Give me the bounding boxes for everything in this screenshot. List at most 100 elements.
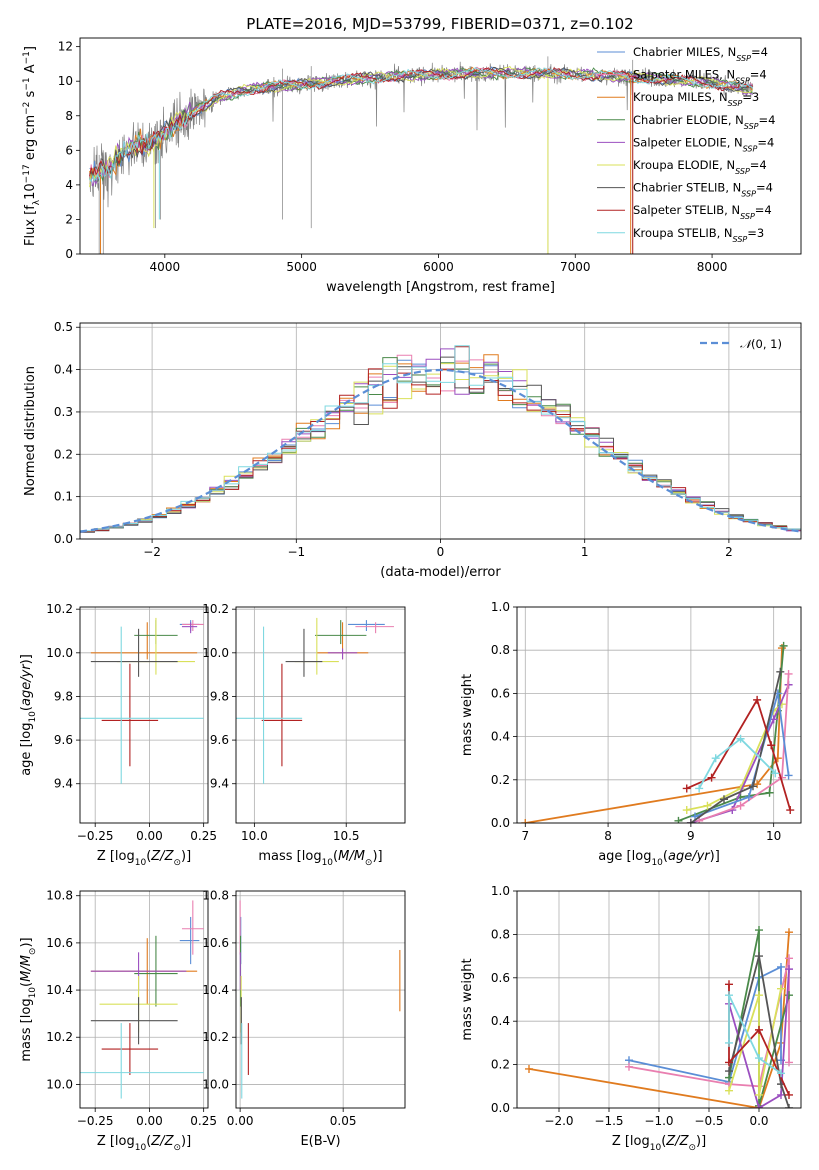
y-tick-label: 0.8	[491, 927, 510, 941]
label-fragment: SSP	[733, 234, 748, 243]
y-tick-label: 0.3	[54, 405, 73, 419]
y-tick-label: 0.0	[491, 816, 510, 830]
label-fragment: mass weight	[460, 674, 475, 756]
y-tick-label: 10.6	[46, 936, 73, 950]
point-chabrier_stelib	[90, 997, 178, 1045]
weight-marker	[777, 962, 785, 971]
weight-marker	[755, 991, 763, 1000]
weight-line-chabrier_stelib	[728, 955, 790, 1108]
weight-marker	[777, 984, 785, 993]
y-tick-label: 0.4	[491, 730, 510, 744]
weight-marker	[755, 1090, 763, 1099]
plot-area	[80, 900, 204, 1099]
axes-frame	[79, 37, 802, 255]
x-tick-label: 7000	[560, 260, 591, 274]
weight-marker	[765, 788, 774, 797]
x-tick-label: −1.5	[594, 1114, 623, 1128]
label-fragment: −1	[22, 77, 32, 90]
weight-marker	[785, 954, 793, 963]
x-tick-label: 2	[725, 545, 733, 559]
weight-marker	[725, 980, 733, 989]
y-tick-label: 10.8	[202, 889, 229, 903]
label-fragment: )]	[696, 1134, 706, 1149]
y-tick-label: 9.6	[210, 733, 229, 747]
y-tick-label: 0.4	[54, 363, 73, 377]
y-tick-label: 10.4	[202, 983, 229, 997]
weight-marker	[725, 1086, 733, 1095]
weight-marker	[776, 667, 785, 676]
plot-area	[521, 641, 795, 823]
x-tick-label: −0.25	[77, 829, 114, 843]
x-tick-label: 9	[687, 829, 695, 843]
y-tick-label: 10.2	[46, 602, 73, 616]
x-tick-label: 0.0	[749, 1114, 768, 1128]
x-tick-label: −0.5	[694, 1114, 723, 1128]
label-fragment: age/yr	[19, 663, 34, 706]
y-tick-label: 6	[65, 143, 73, 157]
label-fragment: )]	[181, 849, 191, 864]
label-fragment: ⊙	[688, 1143, 696, 1153]
y-axis-label: age [log10(age/yr)]	[19, 654, 38, 776]
label-fragment: Z/Z	[150, 849, 174, 864]
legend-label: Chabrier MILES, NSSP=4	[633, 45, 768, 63]
label-fragment: =4	[757, 135, 774, 149]
label-fragment: Z [log	[97, 1134, 135, 1149]
weight-marker	[711, 754, 720, 763]
label-fragment: M/M	[19, 955, 34, 982]
weight-line-kroupa_elodie	[728, 988, 782, 1096]
weight-marker	[703, 801, 712, 810]
y-tick-label: 1.0	[491, 600, 510, 614]
label-fragment: Kroupa MILES, N	[633, 90, 728, 104]
weight-marker	[771, 769, 780, 778]
weight-marker	[753, 780, 762, 789]
point-salpeter_elodie	[181, 622, 198, 634]
label-fragment: Z/Z	[665, 1134, 689, 1149]
x-tick-label: 8	[604, 829, 612, 843]
weight-marker	[753, 695, 762, 704]
weight-line-salpeter_miles	[698, 673, 790, 822]
label-fragment: (	[661, 1134, 666, 1149]
label-fragment: )]	[19, 937, 34, 947]
weight-marker	[725, 1067, 733, 1076]
figure-title: PLATE=2016, MJD=53799, FIBERID=0371, z=0…	[246, 15, 633, 33]
x-tick-label: 0	[437, 545, 445, 559]
x-tick-label: −1	[287, 545, 305, 559]
y-tick-label: 0.6	[491, 686, 510, 700]
normal-curve	[80, 368, 801, 533]
point-salpeter_stelib	[101, 1023, 159, 1075]
weight-marker	[755, 1054, 763, 1063]
spectrum-legend: Chabrier MILES, NSSP=4 Salpeter MILES, NS…	[597, 45, 775, 243]
weight-line-kroupa_miles	[528, 932, 790, 1108]
y-tick-label: 10.0	[202, 646, 229, 660]
point-salpeter_miles	[355, 622, 394, 634]
y-tick-label: 0.2	[491, 1058, 510, 1072]
x-tick-label: 6000	[423, 260, 454, 274]
label-fragment: (	[146, 849, 151, 864]
plot-area	[239, 900, 401, 1099]
weight-marker	[785, 1104, 793, 1108]
label-fragment: )]	[19, 654, 34, 664]
label-fragment: Kroupa ELODIE, N	[633, 158, 735, 172]
x-tick-label: 5000	[286, 260, 317, 274]
legend-label: Salpeter MILES, NSSP=4	[633, 68, 767, 86]
label-fragment: (	[333, 849, 338, 864]
y-tick-label: 9.6	[54, 733, 73, 747]
label-fragment: erg cm	[23, 115, 38, 164]
weight-marker	[674, 816, 683, 823]
point-chabrier_stelib	[90, 628, 178, 677]
label-fragment: (	[663, 849, 668, 864]
point-salpeter_miles	[181, 620, 204, 631]
y-tick-label: 10	[58, 74, 73, 88]
y-tick-label: 10.2	[202, 602, 229, 616]
weight-marker	[725, 1038, 733, 1047]
label-fragment: Chabrier STELIB, N	[633, 181, 741, 195]
point-salpeter_elodie	[327, 648, 358, 660]
label-fragment: λ	[32, 199, 42, 205]
y-tick-label: 10.8	[46, 889, 73, 903]
panel-residuals: −2 −1 0 1 2 0.0 0.1 0.2 0.3 0.4 0.5 (data-model)/er…	[23, 320, 802, 580]
point-kroupa_stelib	[80, 626, 204, 784]
spectrum-data-line	[89, 61, 754, 208]
y-tick-label: 10.2	[46, 1030, 73, 1044]
weight-marker	[784, 771, 793, 780]
y-tick-label: 10.2	[202, 1030, 229, 1044]
